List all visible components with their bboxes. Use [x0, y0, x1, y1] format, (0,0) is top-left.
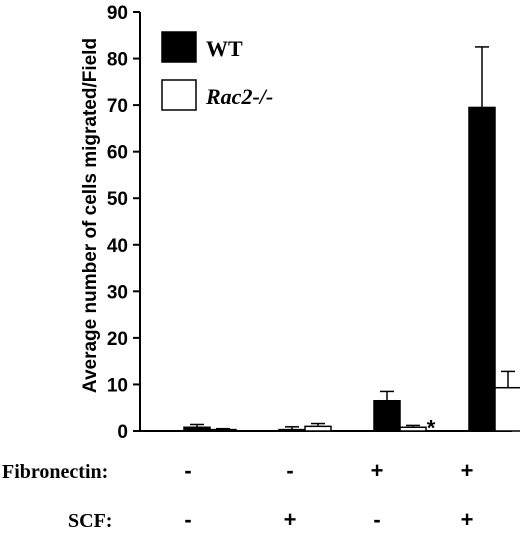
fibronectin-sign: - [286, 458, 293, 483]
legend-label: Rac2-/- [205, 84, 273, 109]
y-tick-label: 40 [107, 236, 128, 257]
bars: ** [183, 46, 520, 440]
scf-sign: + [284, 507, 297, 532]
legend-swatch [161, 79, 197, 111]
bar [373, 399, 401, 432]
scf-sign: - [373, 507, 380, 532]
scf-sign: + [461, 507, 474, 532]
fibronectin-row-label: Fibronectin: [2, 461, 108, 483]
y-axis-label: Average number of cells migrated/Field [80, 38, 101, 393]
series-rac2-ko: ** [209, 370, 520, 440]
bar [304, 425, 332, 432]
series-wt [183, 46, 496, 432]
legend: WT Rac2-/- [161, 31, 273, 111]
fibronectin-sign: + [461, 458, 474, 483]
legend-label: WT [206, 36, 243, 61]
y-axis-ticks: 0 10 20 30 40 50 60 70 80 90 [107, 3, 140, 443]
axes: 0 10 20 30 40 50 60 70 80 90 [107, 3, 512, 443]
y-tick-label: 60 [107, 143, 128, 164]
y-tick-label: 0 [117, 422, 128, 443]
bar [278, 428, 306, 432]
bar [399, 426, 427, 432]
scf-sign: - [184, 507, 191, 532]
fibronectin-sign: - [184, 458, 191, 483]
y-tick-label: 20 [107, 329, 128, 350]
scf-row-label: SCF: [68, 510, 112, 532]
condition-table: Fibronectin: SCF: - - - + + - + + [2, 458, 473, 532]
y-tick-label: 50 [107, 189, 128, 210]
y-tick-label: 90 [107, 3, 128, 24]
y-tick-label: 70 [107, 96, 128, 117]
y-tick-label: 30 [107, 282, 128, 303]
y-tick-label: 80 [107, 50, 128, 71]
bar [494, 386, 520, 432]
y-tick-label: 10 [107, 375, 128, 396]
legend-swatch [161, 31, 197, 63]
fibronectin-sign: + [371, 458, 384, 483]
significance-star: * [427, 415, 436, 440]
bar [209, 428, 237, 432]
bar [468, 106, 496, 432]
bar [183, 426, 211, 432]
